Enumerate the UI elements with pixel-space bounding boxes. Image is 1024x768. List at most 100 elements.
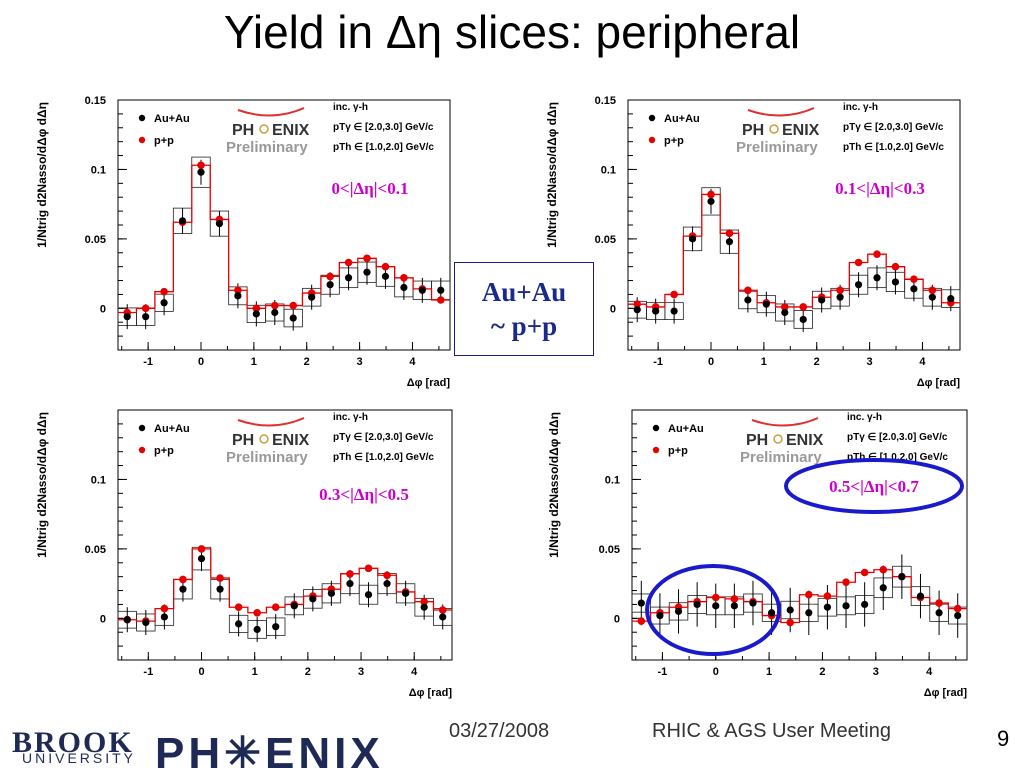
x-tick-label: 3: [358, 666, 364, 678]
auau-marker: [160, 299, 168, 307]
auau-marker: [688, 235, 697, 243]
phenix-logo-enix: ENIX: [786, 432, 824, 449]
cut-label: pTγ ∈ [2.0,3.0] GeV/c: [333, 122, 434, 133]
pp-marker: [289, 301, 298, 310]
eta-slice-label: 0.3<|Δη|<0.5: [319, 485, 409, 504]
auau-marker: [381, 272, 390, 280]
pp-marker: [346, 570, 354, 578]
x-tick-label: 0: [198, 666, 204, 678]
phenix-sun-icon: [259, 434, 269, 444]
auau-marker: [235, 620, 243, 628]
auau-marker: [252, 310, 260, 318]
y-tick-label: 0.1: [91, 474, 106, 486]
auau-marker: [364, 591, 373, 599]
pp-histogram-line: [632, 569, 967, 624]
pp-marker: [928, 286, 937, 295]
pp-marker: [436, 296, 445, 304]
pp-marker: [252, 304, 261, 313]
phenix-logo-swoosh: [237, 417, 305, 427]
pp-marker: [823, 592, 832, 600]
legend-auau-marker: [138, 424, 146, 432]
auau-marker: [818, 296, 826, 304]
cut-label: inc. γ-h: [333, 102, 368, 113]
chart-panel-svg: -1 0 1 2 3 4 0 0.05 0.1 Δφ [rad] 1/Ntrig d2Nasso/d…: [547, 409, 968, 699]
pp-marker: [730, 595, 739, 603]
auau-marker: [891, 278, 900, 286]
preliminary-label: Preliminary: [226, 449, 308, 466]
pp-marker: [216, 574, 224, 582]
auau-marker: [879, 584, 887, 592]
chart-panel-svg: -1 0 1 2 3 4 0 0.05 0.1 0.15 Δφ [rad] 1/Ntrig d2Nas…: [35, 95, 451, 389]
auau-marker: [142, 313, 150, 321]
x-tick-label: 4: [411, 666, 418, 678]
panel-2: -1 0 1 2 3 4 0 0.05 0.1 Δφ [rad] 1/Ntrig d2Nasso/d…: [0, 388, 470, 706]
auau-marker: [234, 292, 242, 300]
y-tick-label: 0.15: [85, 95, 106, 107]
cut-label: pTγ ∈ [2.0,3.0] GeV/c: [847, 432, 948, 443]
legend-pp-label: p+p: [154, 445, 174, 457]
chart-panel-svg: -1 0 1 2 3 4 0 0.05 0.1 Δφ [rad] 1/Ntrig d2Nasso/d…: [35, 409, 453, 699]
pp-marker: [799, 303, 808, 311]
auau-marker: [674, 607, 683, 615]
phenix-logo-swoosh: [237, 107, 305, 117]
pp-marker: [670, 290, 678, 299]
x-tick-label: 0: [198, 356, 204, 368]
highlight-ellipse-nearside: [645, 564, 782, 656]
pp-marker: [141, 304, 150, 313]
pp-marker: [786, 618, 794, 627]
x-tick-label: -1: [143, 356, 153, 368]
cut-label: pTγ ∈ [2.0,3.0] GeV/c: [843, 122, 944, 133]
phenix-logo-ph: PH: [742, 122, 764, 139]
auau-marker: [179, 585, 187, 593]
auau-marker: [637, 599, 645, 607]
x-tick-label: 1: [761, 356, 767, 368]
auau-marker: [197, 168, 205, 176]
pp-marker: [854, 258, 863, 267]
auau-marker: [216, 585, 224, 593]
pp-marker: [711, 593, 720, 602]
preliminary-label: Preliminary: [226, 139, 308, 156]
pp-marker: [253, 608, 261, 617]
preliminary-label: Preliminary: [736, 139, 818, 156]
y-tick-label: 0.1: [91, 164, 106, 176]
auau-marker: [935, 609, 943, 617]
auau-marker: [744, 296, 752, 304]
footer: BROOK UNIVERSITY PH✳ENIX 03/27/2008 RHIC…: [0, 722, 1024, 768]
pp-marker: [326, 272, 334, 281]
auau-marker: [656, 611, 664, 620]
pp-marker: [873, 250, 881, 258]
pp-marker: [935, 599, 943, 607]
x-tick-label: 3: [867, 356, 873, 368]
pp-marker: [707, 190, 715, 199]
auau-marker: [418, 286, 426, 294]
pp-marker: [197, 161, 205, 170]
auau-marker: [786, 606, 794, 614]
cut-label: pTh ∈ [1.0,2.0] GeV/c: [333, 452, 434, 463]
pp-marker: [910, 275, 918, 283]
pp-marker: [842, 578, 850, 587]
pp-marker: [400, 273, 408, 282]
cut-label: pTγ ∈ [2.0,3.0] GeV/c: [333, 432, 434, 443]
x-tick-label: -1: [143, 666, 153, 678]
cut-label: inc. γ-h: [333, 412, 368, 423]
pp-marker: [160, 604, 169, 613]
auau-marker: [928, 293, 936, 301]
phenix-logo: PH✳ENIX: [155, 729, 384, 768]
footer-date: 03/27/2008: [449, 722, 550, 742]
auau-marker: [437, 286, 445, 294]
auau-marker: [954, 611, 962, 620]
x-tick-label: 1: [252, 666, 258, 678]
page-number: 9: [997, 726, 1010, 751]
pp-marker: [271, 603, 280, 612]
phenix-logo-ph: PH: [232, 432, 254, 449]
pp-marker: [637, 617, 646, 625]
y-tick-label: 0: [100, 613, 106, 625]
y-tick-label: 0.1: [601, 164, 616, 176]
university-name-top: BROOK: [12, 726, 134, 759]
x-tick-label: 0: [708, 356, 714, 368]
legend-pp-marker: [652, 446, 660, 454]
auau-marker: [326, 281, 334, 289]
pp-marker: [836, 286, 844, 295]
auau-marker: [854, 281, 863, 289]
pp-marker: [860, 568, 869, 577]
